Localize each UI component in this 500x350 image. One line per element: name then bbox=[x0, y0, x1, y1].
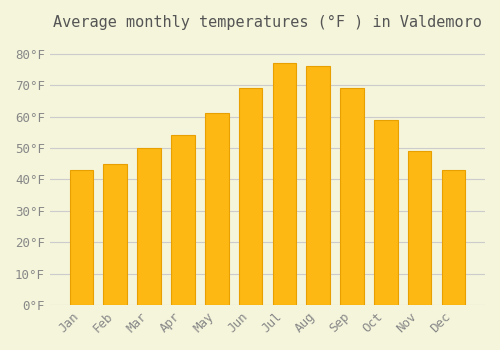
Bar bbox=[138, 148, 161, 305]
Bar bbox=[306, 66, 330, 305]
Bar bbox=[205, 113, 229, 305]
Title: Average monthly temperatures (°F ) in Valdemoro: Average monthly temperatures (°F ) in Va… bbox=[53, 15, 482, 30]
Bar bbox=[408, 151, 432, 305]
Bar bbox=[171, 135, 194, 305]
Bar bbox=[340, 88, 364, 305]
Bar bbox=[374, 120, 398, 305]
Bar bbox=[238, 88, 262, 305]
Bar bbox=[272, 63, 296, 305]
Bar bbox=[104, 164, 127, 305]
Bar bbox=[442, 170, 465, 305]
Bar bbox=[70, 170, 94, 305]
